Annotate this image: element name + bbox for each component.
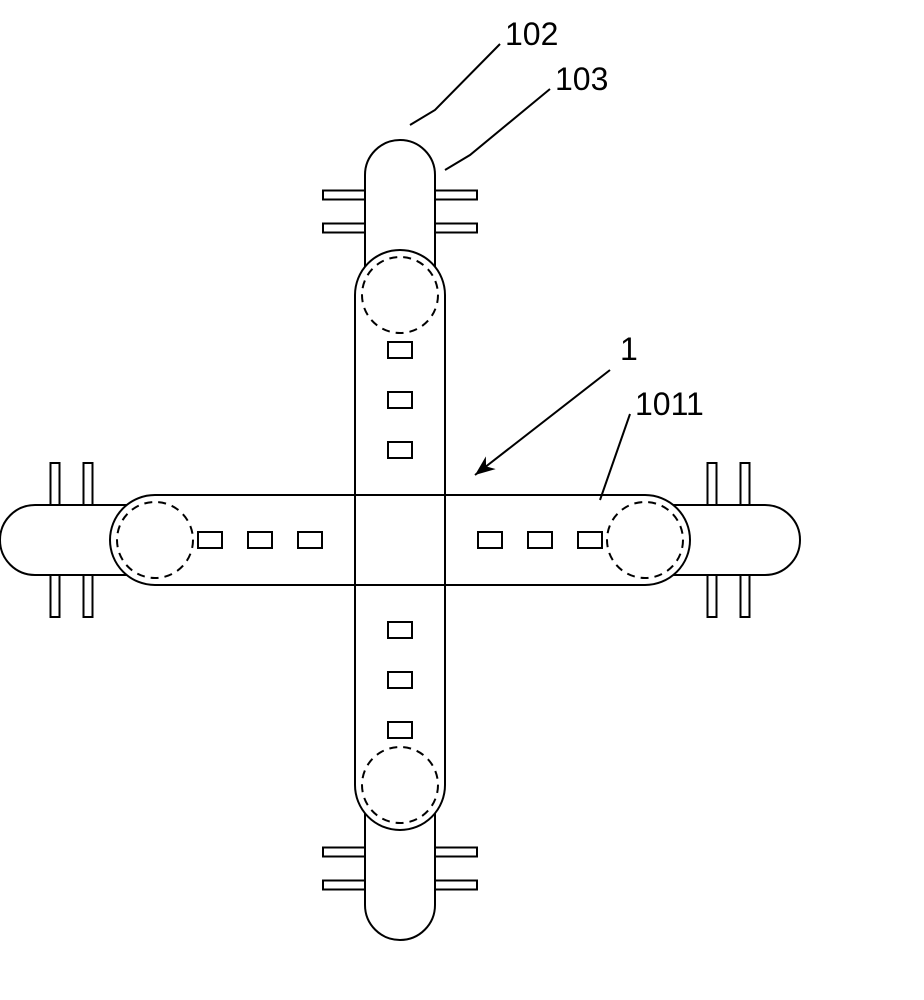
leader-line <box>410 44 500 125</box>
label-text: 1 <box>620 331 638 367</box>
fin <box>323 191 365 200</box>
fin <box>51 463 60 505</box>
fin <box>435 191 477 200</box>
fin <box>435 224 477 233</box>
small-slot <box>388 622 412 638</box>
label-text: 103 <box>555 61 608 97</box>
small-slot <box>478 532 502 548</box>
small-slot <box>388 672 412 688</box>
label-arrow <box>475 370 610 475</box>
small-slot <box>388 342 412 358</box>
fin <box>323 848 365 857</box>
small-slot <box>578 532 602 548</box>
fin <box>435 881 477 890</box>
small-slot <box>198 532 222 548</box>
small-slot <box>298 532 322 548</box>
small-slot <box>388 392 412 408</box>
fin <box>435 848 477 857</box>
leader-line <box>600 414 630 500</box>
fin <box>741 575 750 617</box>
fin <box>708 575 717 617</box>
leader-line <box>445 89 550 170</box>
fin <box>708 463 717 505</box>
small-slot <box>248 532 272 548</box>
label-text: 1011 <box>635 386 704 422</box>
vertical-arm <box>355 250 445 830</box>
small-slot <box>528 532 552 548</box>
fin <box>741 463 750 505</box>
fin <box>84 463 93 505</box>
fin <box>84 575 93 617</box>
fin <box>323 224 365 233</box>
fin <box>323 881 365 890</box>
small-slot <box>388 442 412 458</box>
label-text: 102 <box>505 16 558 52</box>
small-slot <box>388 722 412 738</box>
fin <box>51 575 60 617</box>
